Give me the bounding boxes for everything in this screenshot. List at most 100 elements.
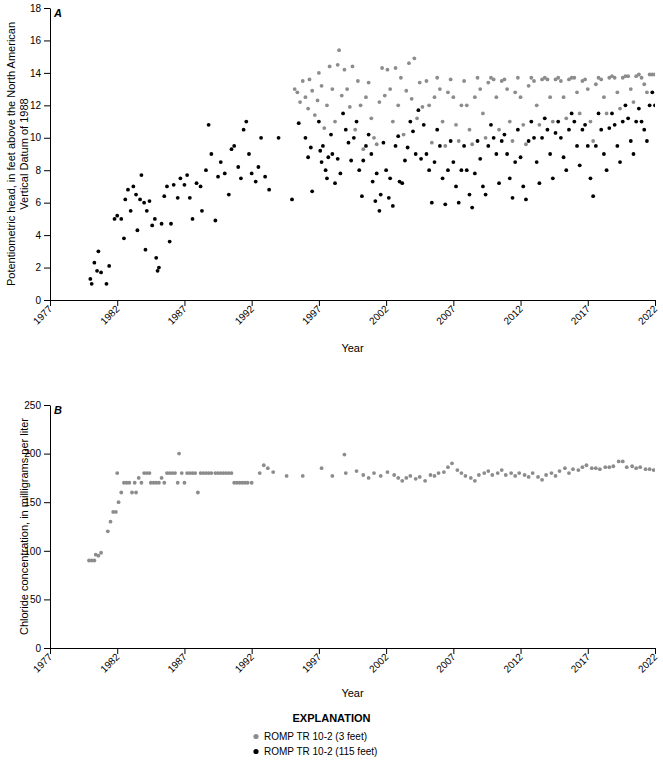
data-point xyxy=(106,529,110,533)
data-point xyxy=(90,282,94,286)
data-point xyxy=(361,473,365,477)
data-point xyxy=(645,139,649,143)
data-point xyxy=(355,120,359,124)
data-point xyxy=(373,199,377,203)
tick: 2017 xyxy=(569,648,593,675)
data-point xyxy=(360,194,364,198)
data-point xyxy=(304,136,308,140)
data-point xyxy=(396,134,400,138)
data-point xyxy=(333,120,337,124)
data-point xyxy=(317,120,321,124)
data-point xyxy=(531,471,535,475)
data-point xyxy=(352,136,356,140)
data-point xyxy=(343,68,347,72)
data-point xyxy=(468,128,472,132)
data-point xyxy=(521,123,525,127)
data-point xyxy=(581,128,585,132)
data-point xyxy=(135,228,139,232)
data-point xyxy=(256,165,260,169)
data-point xyxy=(578,112,582,116)
data-point xyxy=(465,168,469,172)
data-point xyxy=(148,471,152,475)
data-point xyxy=(162,194,166,198)
data-point xyxy=(403,159,407,163)
panel-title: B xyxy=(54,404,62,416)
tick: 2022 xyxy=(636,300,660,327)
data-point xyxy=(497,128,501,132)
data-point xyxy=(130,491,134,495)
data-point xyxy=(399,76,403,80)
data-point xyxy=(351,65,355,69)
data-point xyxy=(371,180,375,184)
tick-label: 6 xyxy=(35,197,41,208)
legend-title: EXPLANATION xyxy=(292,712,370,724)
data-point xyxy=(590,466,594,470)
data-point xyxy=(384,168,388,172)
data-point xyxy=(567,128,571,132)
data-point xyxy=(578,163,582,167)
data-point xyxy=(157,481,161,485)
data-point xyxy=(308,77,312,81)
data-point xyxy=(422,123,426,127)
data-point xyxy=(160,476,164,480)
data-point xyxy=(199,185,203,189)
data-point xyxy=(513,160,517,164)
data-point xyxy=(438,87,442,91)
data-point xyxy=(591,194,595,198)
data-point xyxy=(193,471,197,475)
data-point xyxy=(140,173,144,177)
data-point xyxy=(581,465,585,469)
tick-label: 10 xyxy=(30,132,42,143)
data-point xyxy=(564,116,568,120)
data-point xyxy=(165,185,169,189)
tick-label: 2007 xyxy=(434,651,458,675)
tick-mark xyxy=(655,300,656,306)
data-point xyxy=(329,133,333,137)
data-point xyxy=(195,181,199,185)
tick-mark xyxy=(44,300,50,301)
tick: 10 xyxy=(30,132,50,143)
data-point xyxy=(339,172,343,176)
data-point xyxy=(236,165,240,169)
data-point xyxy=(427,168,431,172)
tick-label: 1992 xyxy=(233,651,257,675)
data-point xyxy=(481,185,485,189)
data-point xyxy=(563,466,567,470)
data-point xyxy=(377,100,381,104)
tick-label: 1992 xyxy=(233,303,257,327)
data-point xyxy=(572,120,576,124)
data-point xyxy=(537,181,541,185)
data-point xyxy=(414,152,418,156)
data-point xyxy=(213,219,217,223)
data-point xyxy=(430,201,434,205)
data-point xyxy=(99,551,103,555)
data-point xyxy=(396,103,400,107)
tick-label: 2002 xyxy=(367,303,391,327)
y-axis-title: Potentiometric head, in feet above the N… xyxy=(5,22,30,286)
data-point xyxy=(527,475,531,479)
data-point xyxy=(242,128,246,132)
data-point xyxy=(532,79,536,83)
data-point xyxy=(367,81,371,85)
data-point xyxy=(638,465,642,469)
data-point xyxy=(457,201,461,205)
tick: 4 xyxy=(35,230,50,241)
data-point xyxy=(637,73,641,77)
data-point xyxy=(632,100,636,104)
data-point xyxy=(617,459,621,463)
tick-mark xyxy=(588,300,589,306)
data-point xyxy=(437,471,441,475)
data-point xyxy=(328,65,332,69)
data-point xyxy=(516,128,520,132)
data-point xyxy=(642,82,646,86)
data-point xyxy=(188,196,192,200)
data-point xyxy=(524,142,528,146)
data-point xyxy=(394,144,398,148)
data-point xyxy=(407,61,411,65)
tick-mark xyxy=(117,648,118,654)
data-point xyxy=(180,471,184,475)
data-point xyxy=(209,152,213,156)
data-point xyxy=(626,74,630,78)
data-point xyxy=(517,471,521,475)
data-point xyxy=(494,95,498,99)
